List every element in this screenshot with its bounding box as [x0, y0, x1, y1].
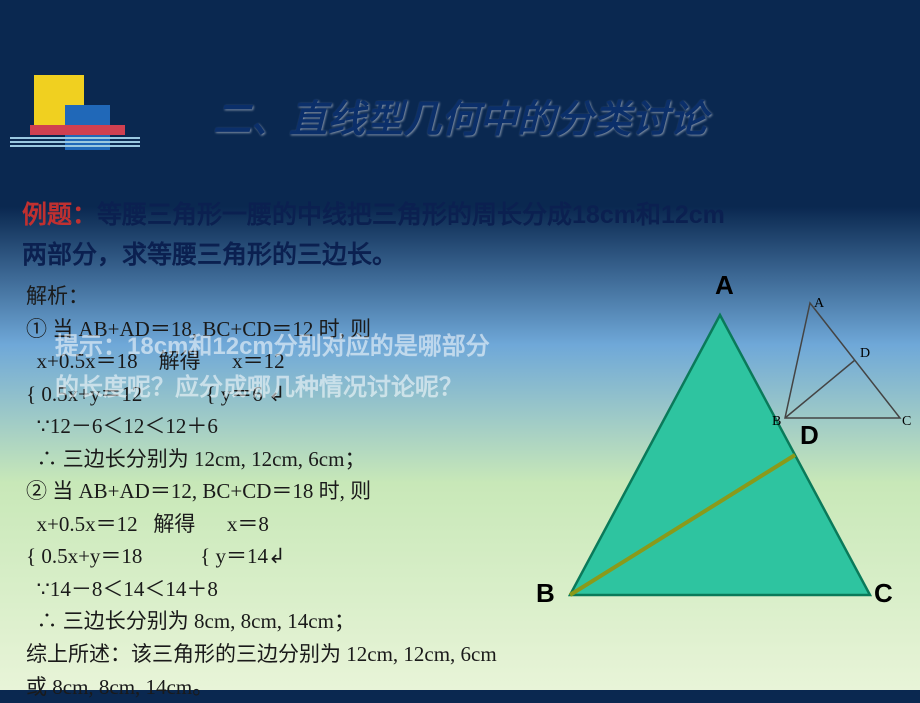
- solution-line: 综上所述：该三角形的三边分别为 12cm, 12cm, 6cm: [26, 638, 586, 671]
- small-label-A: A: [814, 296, 824, 312]
- hint-overlay: 提示：18cm和12cm分别对应的是哪部分 的长度呢？应分成哪几种情况讨论呢？: [55, 327, 490, 409]
- vertex-label-C: C: [874, 578, 893, 609]
- solution-line: ② 当 AB+AD＝12, BC+CD＝18 时, 则: [26, 475, 586, 508]
- small-label-D: D: [860, 346, 870, 362]
- solution-line: 或 8cm, 8cm, 14cm。: [26, 671, 586, 703]
- solution-line: ∴ 三边长分别为 12cm, 12cm, 6cm；: [26, 443, 586, 476]
- hint-line1: 提示：18cm和12cm分别对应的是哪部分: [55, 327, 490, 368]
- problem-statement: 例题：等腰三角形一腰的中线把三角形的周长分成18cm和12cm 两部分，求等腰三…: [22, 195, 890, 275]
- small-label-C: C: [902, 414, 911, 430]
- vertex-label-A: A: [715, 270, 734, 301]
- solution-line: x+0.5x＝12 解得 x＝8: [26, 508, 586, 541]
- small-triangle-svg: [780, 298, 910, 433]
- solution-line: { 0.5x+y＝18 { y＝14↲: [26, 540, 586, 573]
- solution-line: ∴ 三边长分别为 8cm, 8cm, 14cm；: [26, 605, 586, 638]
- hint-line2: 的长度呢？应分成哪几种情况讨论呢？: [55, 368, 490, 409]
- problem-line2: 两部分，求等腰三角形的三边长。: [22, 241, 397, 269]
- problem-line1: 等腰三角形一腰的中线把三角形的周长分成18cm和12cm: [97, 201, 725, 229]
- solution-line: ∵12－6＜12＜12＋6: [26, 410, 586, 443]
- small-triangle-ABC: [785, 303, 900, 418]
- deco-line: [10, 145, 140, 147]
- solution-head: 解析：: [26, 280, 586, 313]
- solution-line: ∵14－8＜14＜14＋8: [26, 573, 586, 606]
- vertex-label-B: B: [536, 578, 555, 609]
- small-triangle-figure: A B C D: [780, 298, 910, 438]
- example-label: 例题：: [22, 201, 97, 229]
- slide-title: 二、直线型几何中的分类讨论: [0, 88, 920, 143]
- small-label-B: B: [772, 414, 781, 430]
